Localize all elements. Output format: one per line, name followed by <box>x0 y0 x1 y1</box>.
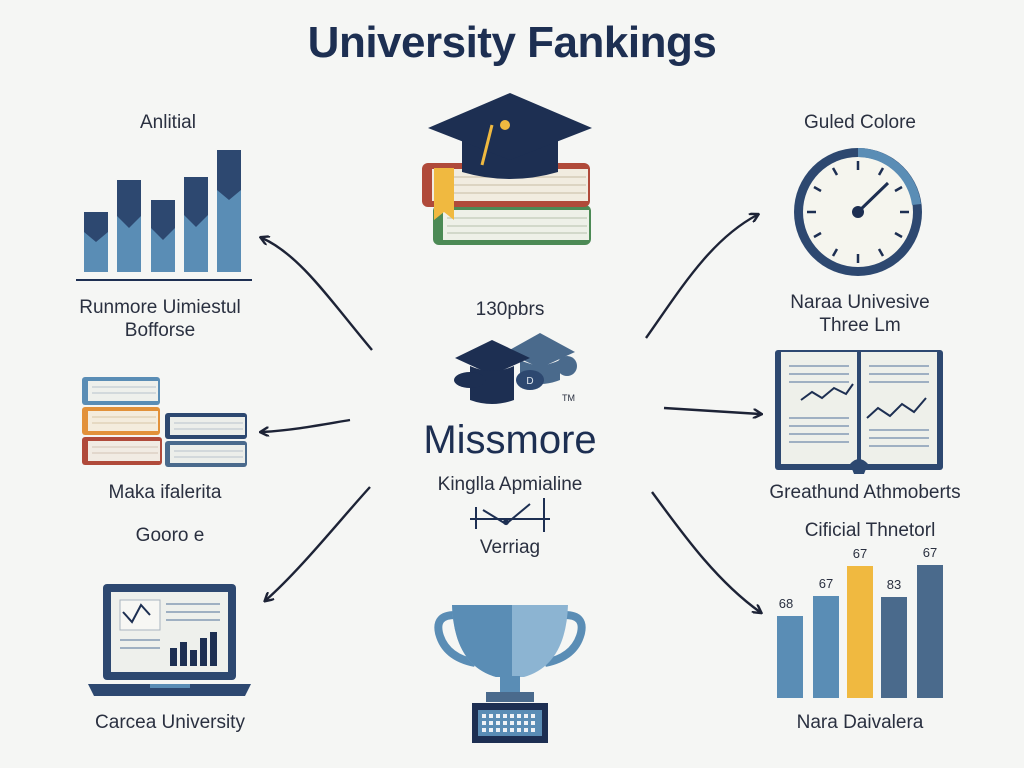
left-top-label: Anlitial <box>140 112 196 133</box>
center-sub2: Verriag <box>479 537 541 558</box>
graduation-caps-icon: D <box>454 333 577 404</box>
bar-label-4: 83 <box>887 577 901 592</box>
arrow-to-open-book <box>663 406 760 414</box>
bar-label-2: 67 <box>819 576 833 591</box>
center-name: Missmore <box>423 418 597 462</box>
page-title: University Fankings <box>307 18 717 67</box>
bar-label-3: 67 <box>853 546 867 561</box>
arrow-to-clock <box>645 215 757 339</box>
arrow-to-books <box>262 418 351 432</box>
bar-5 <box>917 565 943 698</box>
ranking-bar-chart: 68 67 67 83 67 <box>777 545 943 698</box>
center-sub1: Kinglla Apmialine <box>437 474 583 495</box>
right-caption-3: Nara Daivalera <box>796 712 924 733</box>
arrow-to-bar-chart-right <box>651 491 760 612</box>
svg-text:D: D <box>526 376 533 387</box>
bar-label-5: 67 <box>923 545 937 560</box>
left-caption-1-line1: Runmore Uimiestul <box>79 297 241 318</box>
bar-1 <box>777 616 803 698</box>
arrows <box>262 215 760 612</box>
bar-3 <box>847 566 873 698</box>
arrow-to-laptop <box>266 486 371 600</box>
center-top-text: 130pbrs <box>475 299 545 320</box>
right-caption-2: Greathund Athmoberts <box>769 482 961 503</box>
left-caption-1-line2: Bofforse <box>124 320 196 341</box>
laptop-chart-icon <box>88 584 251 696</box>
open-book-chart-icon <box>775 350 943 474</box>
right-caption-1-line2: Three Lm <box>819 315 901 336</box>
left-caption-2: Maka ifalerita <box>108 482 222 503</box>
right-chart-title: Cificial Thnetorl <box>804 520 936 541</box>
clock-icon <box>794 148 922 276</box>
graduation-cap-books-icon <box>422 93 592 245</box>
books-stack-icon <box>82 377 247 467</box>
left-top-label-2: Gooro e <box>135 525 205 546</box>
bar-4 <box>881 597 907 698</box>
trophy-icon <box>434 605 586 743</box>
right-caption-1-line1: Naraa Univesive <box>790 292 930 313</box>
right-top-label: Guled Colore <box>804 112 916 133</box>
tm-mark: TM <box>562 393 575 403</box>
bar-chart-icon <box>76 150 252 281</box>
bar-label-1: 68 <box>779 596 793 611</box>
arrow-to-bar-chart <box>262 238 373 351</box>
left-caption-3: Carcea University <box>95 712 245 733</box>
line-graph-icon <box>470 498 550 532</box>
bar-2 <box>813 596 839 698</box>
